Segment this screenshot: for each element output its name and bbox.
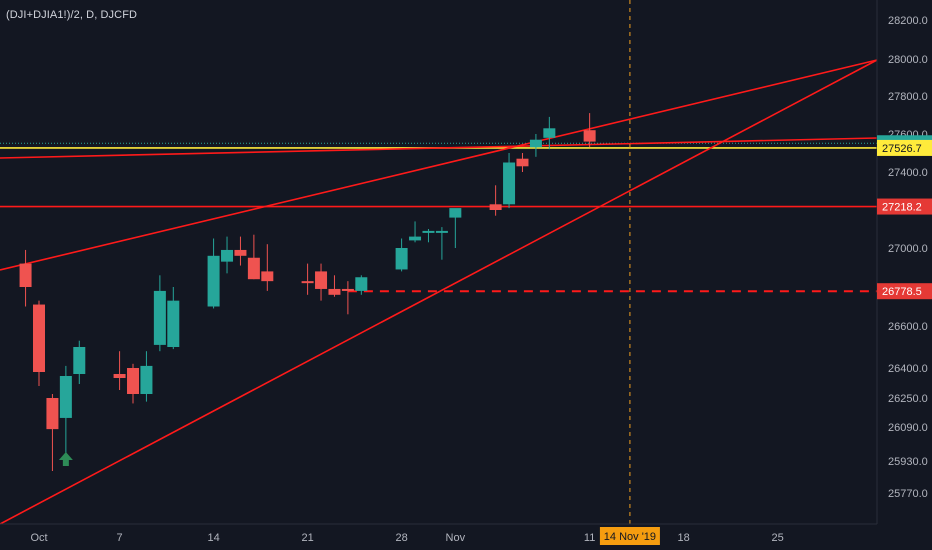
price-badge-label: 27218.2 — [882, 202, 922, 214]
time-axis[interactable]: Oct 7 14 21 28 Nov 11 18 25 — [30, 532, 783, 544]
price-tick-label: 27000.0 — [888, 243, 928, 255]
price-badge-label: 27526.7 — [882, 143, 922, 155]
date-badge — [599, 527, 660, 545]
up-arrow-icon — [58, 452, 73, 466]
price-tick-label: 28200.0 — [888, 15, 928, 27]
candle-body[interactable] — [529, 139, 542, 148]
price-badge-label: 26778.5 — [882, 286, 922, 298]
time-tick-label: 21 — [301, 532, 313, 544]
candle-body[interactable] — [140, 365, 153, 394]
time-tick-label: 25 — [772, 532, 784, 544]
price-tick-label: 27400.0 — [888, 167, 928, 179]
candle-body[interactable] — [409, 236, 422, 241]
price-badge — [877, 283, 932, 300]
candle-body[interactable] — [395, 248, 408, 270]
candles[interactable] — [19, 113, 596, 471]
price-tick-label: 25770.0 — [888, 488, 928, 500]
candle-body[interactable] — [355, 277, 368, 291]
time-tick-label: 14 — [207, 532, 219, 544]
time-tick-label: 18 — [678, 532, 690, 544]
candle-body[interactable] — [59, 376, 72, 418]
trendline-upper-flat[interactable] — [0, 137, 878, 159]
candle-body[interactable] — [127, 368, 140, 394]
price-tick-label: 26090.0 — [888, 422, 928, 434]
candle-body[interactable] — [341, 288, 354, 291]
price-tick-label: 27800.0 — [888, 91, 928, 103]
date-badge-label: 14 Nov '19 — [604, 531, 656, 543]
symbol-title: (DJI+DJIA1!)/2, D, DJCFD — [6, 9, 138, 21]
candle-body[interactable] — [33, 304, 45, 372]
candle-body[interactable] — [543, 128, 556, 138]
time-tick-label: 11 — [584, 532, 595, 544]
trendlines[interactable] — [0, 59, 878, 525]
candle-body[interactable] — [46, 398, 59, 430]
price-tick-label: 28000.0 — [888, 54, 928, 66]
candle-body[interactable] — [503, 162, 516, 205]
candle-body[interactable] — [422, 230, 435, 233]
candle-body[interactable] — [207, 255, 220, 307]
time-tick-label: Oct — [30, 532, 47, 544]
candle-body[interactable] — [315, 271, 328, 289]
candle-body[interactable] — [301, 281, 314, 284]
candle-body[interactable] — [73, 347, 86, 374]
candle-body[interactable] — [489, 204, 502, 210]
candle-body[interactable] — [221, 249, 234, 262]
price-badge — [877, 139, 932, 156]
candle-body[interactable] — [449, 208, 462, 218]
candle-body[interactable] — [19, 263, 32, 287]
price-tick-label: 26250.0 — [888, 393, 928, 405]
time-tick-label: 7 — [117, 532, 123, 544]
candle-body[interactable] — [328, 288, 341, 295]
candle-body[interactable] — [583, 130, 596, 142]
trendline-rising-channel[interactable] — [0, 59, 878, 271]
price-badge — [877, 198, 932, 215]
price-tick-label: 25930.0 — [888, 456, 928, 468]
price-tick-label: 26400.0 — [888, 363, 928, 375]
candle-body[interactable] — [167, 300, 180, 347]
price-axis-background — [877, 0, 932, 550]
candle-body[interactable] — [247, 257, 260, 280]
time-tick-label: 28 — [395, 532, 407, 544]
candle-body[interactable] — [435, 230, 448, 233]
candle-body[interactable] — [113, 374, 126, 378]
candle-body[interactable] — [153, 290, 166, 345]
candle-body[interactable] — [261, 271, 274, 282]
candle-body[interactable] — [516, 158, 529, 167]
price-tick-label: 26600.0 — [888, 321, 928, 333]
candle-body[interactable] — [234, 249, 247, 256]
annotations — [58, 452, 73, 466]
time-tick-label: Nov — [446, 532, 466, 544]
trendline-support[interactable] — [0, 59, 878, 525]
